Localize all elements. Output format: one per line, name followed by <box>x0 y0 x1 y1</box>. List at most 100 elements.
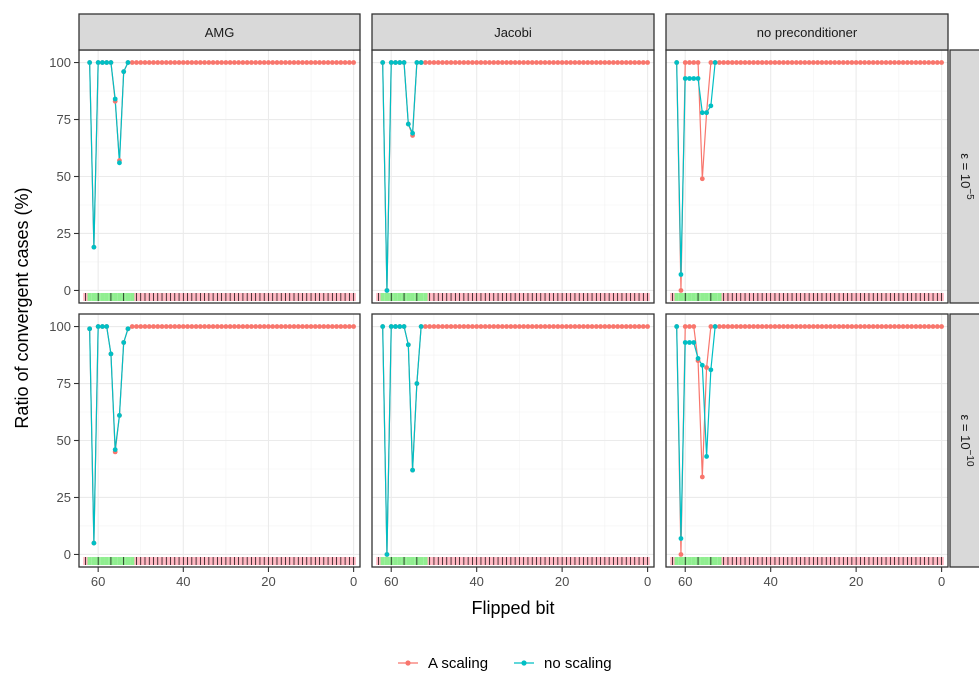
point-a-scaling <box>708 60 714 65</box>
point-no-scaling <box>410 467 415 473</box>
point-a-scaling <box>529 324 535 329</box>
point-no-scaling <box>674 60 680 65</box>
rug-cell <box>380 557 385 565</box>
point-no-scaling <box>393 60 398 65</box>
point-a-scaling <box>159 324 165 329</box>
rug-cell <box>113 557 118 565</box>
point-no-scaling <box>87 326 93 332</box>
y-tick-label: 100 <box>49 319 71 334</box>
rug-cell <box>700 557 705 565</box>
point-a-scaling <box>738 60 744 65</box>
point-no-scaling <box>708 103 714 109</box>
point-no-scaling <box>405 121 411 127</box>
point-a-scaling <box>858 324 863 329</box>
point-a-scaling <box>781 60 786 65</box>
point-a-scaling <box>423 60 428 65</box>
axes-layer: 0 25 50 75 100 0 25 50 75 100 60 40 20 0 60 40 20 0 60 40 20… <box>49 55 945 589</box>
point-a-scaling <box>926 60 932 65</box>
rug-cell <box>406 557 411 565</box>
point-a-scaling <box>219 324 225 329</box>
point-a-scaling <box>926 324 932 329</box>
point-a-scaling <box>636 324 642 329</box>
rug-cell <box>397 557 402 565</box>
rug-cell <box>713 557 718 565</box>
point-a-scaling <box>329 324 335 329</box>
point-a-scaling <box>534 324 539 329</box>
point-a-scaling <box>819 60 825 65</box>
point-no-scaling <box>414 60 420 65</box>
point-a-scaling <box>593 60 599 65</box>
point-a-scaling <box>253 60 259 65</box>
point-a-scaling <box>159 60 165 65</box>
point-a-scaling <box>640 60 646 65</box>
point-a-scaling <box>678 288 684 293</box>
x-axis-title: Flipped bit <box>471 598 554 618</box>
point-a-scaling <box>427 60 433 65</box>
point-a-scaling <box>457 60 462 65</box>
point-a-scaling <box>628 60 633 65</box>
point-a-scaling <box>615 60 621 65</box>
point-a-scaling <box>628 324 633 329</box>
point-a-scaling <box>351 324 357 329</box>
point-no-scaling <box>104 60 110 65</box>
x-tick-label: 40 <box>763 574 777 589</box>
point-a-scaling <box>542 324 548 329</box>
point-a-scaling <box>504 60 509 65</box>
point-a-scaling <box>776 60 782 65</box>
point-a-scaling <box>300 324 305 329</box>
point-a-scaling <box>538 60 544 65</box>
y-tick-label: 25 <box>57 490 71 505</box>
point-a-scaling <box>729 60 735 65</box>
point-no-scaling <box>91 244 97 250</box>
point-a-scaling <box>581 60 586 65</box>
point-a-scaling <box>249 324 254 329</box>
point-a-scaling <box>529 60 535 65</box>
point-a-scaling <box>134 324 139 329</box>
point-a-scaling <box>691 60 697 65</box>
point-a-scaling <box>189 324 195 329</box>
point-no-scaling <box>712 324 718 329</box>
point-no-scaling <box>112 96 118 102</box>
point-a-scaling <box>559 324 565 329</box>
point-a-scaling <box>474 324 480 329</box>
point-a-scaling <box>517 324 522 329</box>
point-a-scaling <box>283 324 288 329</box>
point-a-scaling <box>210 324 216 329</box>
point-a-scaling <box>197 324 203 329</box>
point-a-scaling <box>776 324 782 329</box>
point-a-scaling <box>836 324 842 329</box>
point-no-scaling <box>121 69 127 75</box>
column-strip <box>371 13 655 51</box>
point-a-scaling <box>678 552 684 557</box>
point-a-scaling <box>930 324 936 329</box>
point-no-scaling <box>100 60 105 65</box>
point-a-scaling <box>176 60 182 65</box>
point-a-scaling <box>623 324 629 329</box>
point-a-scaling <box>274 60 280 65</box>
point-a-scaling <box>338 60 344 65</box>
point-a-scaling <box>444 60 450 65</box>
point-a-scaling <box>764 60 769 65</box>
point-no-scaling <box>405 342 411 348</box>
point-a-scaling <box>555 60 561 65</box>
point-a-scaling <box>176 324 182 329</box>
point-a-scaling <box>699 176 705 182</box>
rug-cell <box>130 293 135 301</box>
y-tick-label: 0 <box>64 547 71 562</box>
point-a-scaling <box>266 324 271 329</box>
rug-cell <box>397 293 402 301</box>
point-a-scaling <box>840 60 846 65</box>
row-strip-label-exponent: −10 <box>964 450 975 467</box>
rug-cell <box>717 557 722 565</box>
point-a-scaling <box>283 60 288 65</box>
point-a-scaling <box>499 324 505 329</box>
rug-cell <box>87 557 92 565</box>
point-a-scaling <box>832 60 838 65</box>
point-no-scaling <box>388 60 394 65</box>
point-a-scaling <box>793 324 799 329</box>
point-a-scaling <box>828 324 833 329</box>
point-a-scaling <box>261 324 267 329</box>
rug-cell <box>100 557 105 565</box>
point-a-scaling <box>725 60 731 65</box>
point-a-scaling <box>487 324 492 329</box>
